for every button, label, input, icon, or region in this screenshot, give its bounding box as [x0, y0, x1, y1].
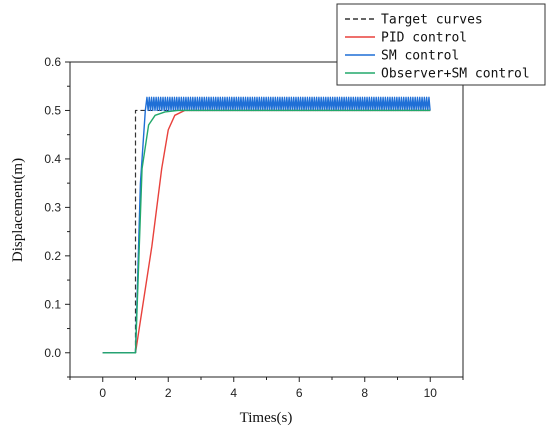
y-tick-label-3: 0.3: [44, 200, 61, 214]
legend-label-0: Target curves: [381, 13, 483, 28]
x-tick-label-3: 6: [296, 386, 303, 400]
series-line-1: [102, 109, 431, 354]
legend-box: [336, 3, 546, 86]
legend-label-3: Observer+SM control: [381, 67, 530, 82]
y-tick-label-1: 0.1: [44, 297, 61, 311]
axis-ticks: 0 2 4 6 8 10 0.0 0.1 0.2 0.3 0.4 0.5 0.6: [44, 55, 464, 400]
y-tick-label-0: 0.0: [44, 346, 61, 360]
legend: Target curves PID control SM control Observ…: [336, 3, 546, 86]
y-tick-label-2: 0.2: [44, 249, 61, 263]
x-tick-label-5: 10: [424, 386, 438, 400]
series-line-2: [102, 96, 431, 354]
plot-frame: [69, 61, 464, 378]
legend-label-1: PID control: [381, 31, 467, 46]
x-tick-label-4: 8: [361, 386, 368, 400]
series-line-0: [102, 109, 431, 354]
series-layer: [102, 96, 431, 354]
x-axis-title: Times(s): [240, 410, 293, 426]
x-tick-label-2: 4: [230, 386, 237, 400]
x-tick-label-0: 0: [99, 386, 106, 400]
y-axis-title: Displacement(m): [10, 158, 26, 262]
legend-label-2: SM control: [381, 49, 459, 64]
x-tick-label-1: 2: [165, 386, 172, 400]
y-tick-label-5: 0.5: [44, 103, 61, 117]
series-line-3: [102, 109, 431, 354]
y-tick-label-6: 0.6: [44, 55, 61, 69]
y-tick-label-4: 0.4: [44, 152, 61, 166]
